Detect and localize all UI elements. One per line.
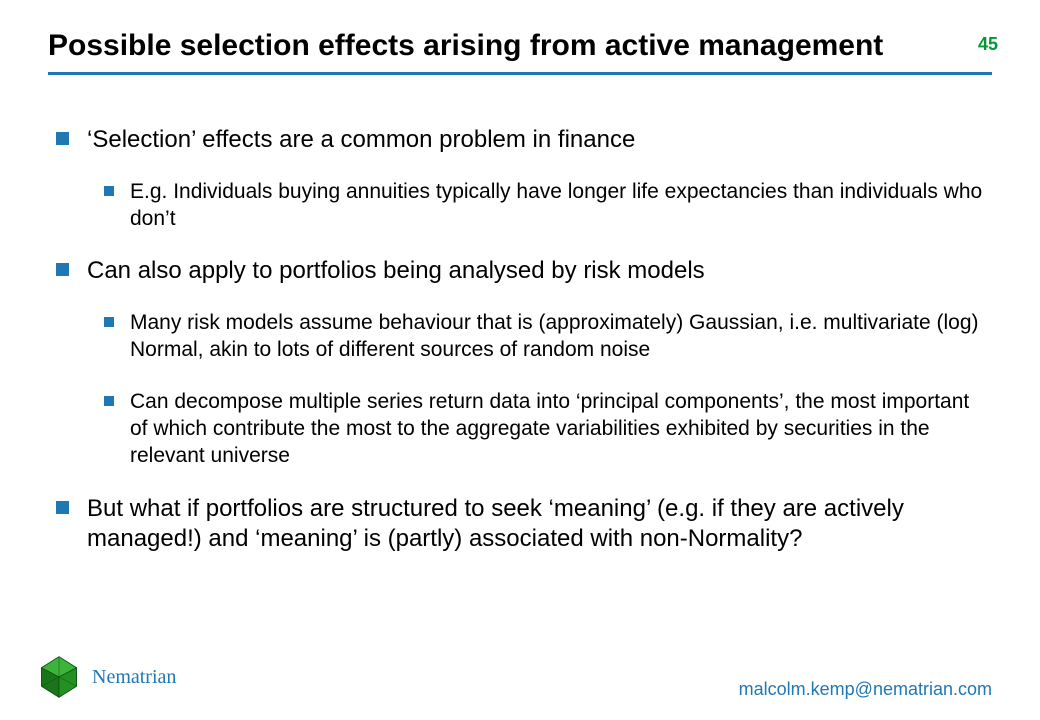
square-bullet-icon xyxy=(56,501,69,514)
title-rule xyxy=(48,72,992,75)
bullet-text: ‘Selection’ effects are a common problem… xyxy=(87,125,635,156)
slide-header: Possible selection effects arising from … xyxy=(48,28,992,85)
bullet-l1: ‘Selection’ effects are a common problem… xyxy=(56,125,984,156)
brand-block: Nematrian xyxy=(36,654,176,700)
bullet-text: E.g. Individuals buying annuities typica… xyxy=(130,178,984,233)
bullet-text: But what if portfolios are structured to… xyxy=(87,494,984,555)
bullet-text: Can decompose multiple series return dat… xyxy=(130,388,984,470)
brand-name: Nematrian xyxy=(92,666,176,689)
slide-content: ‘Selection’ effects are a common problem… xyxy=(48,85,992,555)
square-bullet-icon xyxy=(104,186,114,196)
square-bullet-icon xyxy=(56,263,69,276)
slide-title: Possible selection effects arising from … xyxy=(48,28,992,64)
contact-email: malcolm.kemp@nematrian.com xyxy=(739,679,992,700)
square-bullet-icon xyxy=(104,317,114,327)
square-bullet-icon xyxy=(56,132,69,145)
bullet-l1: But what if portfolios are structured to… xyxy=(56,494,984,555)
slide-footer: Nematrian malcolm.kemp@nematrian.com xyxy=(36,654,992,700)
bullet-text: Many risk models assume behaviour that i… xyxy=(130,309,984,364)
bullet-text: Can also apply to portfolios being analy… xyxy=(87,256,705,287)
slide: Possible selection effects arising from … xyxy=(0,0,1040,720)
bullet-l2: E.g. Individuals buying annuities typica… xyxy=(104,178,984,233)
brand-logo-icon xyxy=(36,654,82,700)
bullet-l1: Can also apply to portfolios being analy… xyxy=(56,256,984,287)
bullet-l2: Can decompose multiple series return dat… xyxy=(104,388,984,470)
bullet-l2: Many risk models assume behaviour that i… xyxy=(104,309,984,364)
square-bullet-icon xyxy=(104,396,114,406)
page-number: 45 xyxy=(978,34,998,55)
